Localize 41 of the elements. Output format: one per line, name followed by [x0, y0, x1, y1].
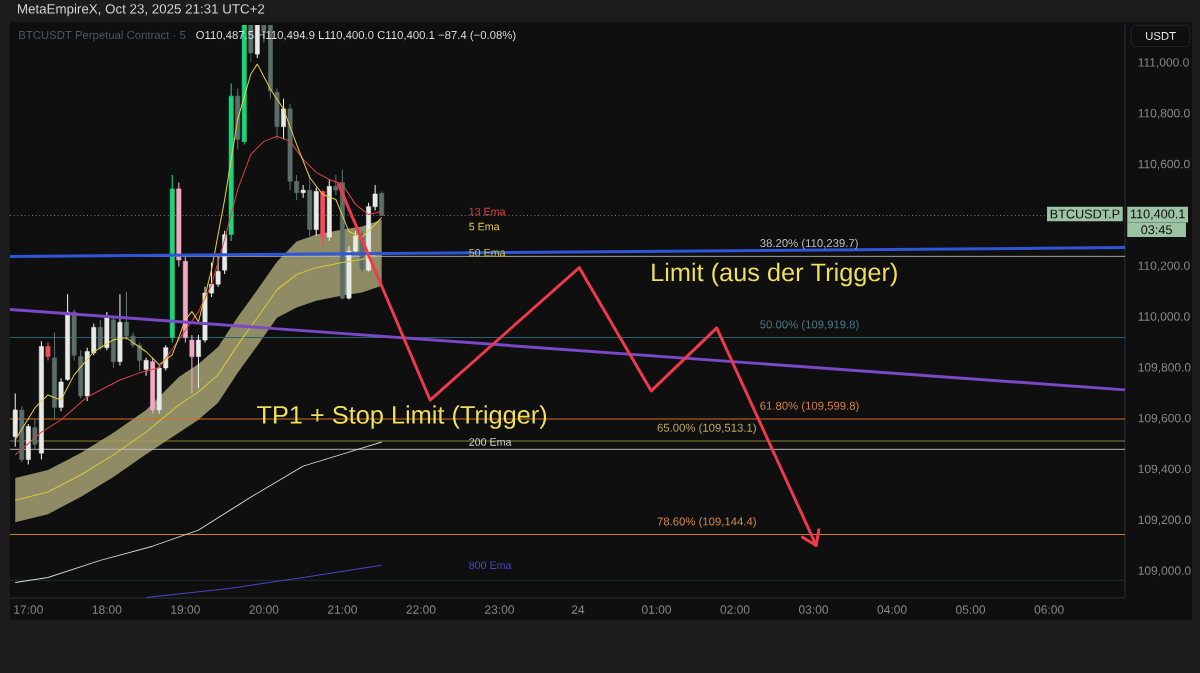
ref-line-label: 78.60% (109,144.4) [657, 517, 756, 528]
y-tick-label: 110,800.0 [1138, 108, 1190, 119]
annotation: TP1 + Stop Limit (Trigger) [257, 405, 547, 429]
x-tick-label: 02:00 [720, 605, 750, 614]
ref-line-label: 61.80% (109,599.8) [760, 401, 859, 412]
text: 13 Ema [469, 207, 506, 216]
y-tick-label: 109,400.0 [1138, 464, 1191, 475]
x-tick-label: 23:00 [485, 605, 514, 614]
ref-line-label: 38.20% (110,239.7) [760, 238, 858, 250]
y-tick-label: 109,800.0 [1138, 363, 1191, 373]
x-tick-label: 01:00 [641, 605, 672, 614]
text: 800 Ema [469, 561, 512, 569]
y-tick-label: 109,000.0 [1138, 566, 1191, 577]
y-tick-label: 110,200.0 [1138, 261, 1190, 272]
text: 5 Ema [469, 222, 500, 231]
text: 200 Ema [469, 438, 512, 446]
x-tick-label: 05:00 [956, 605, 986, 614]
y-tick-label: 109,600.0 [1138, 413, 1191, 424]
x-tick-label: 19:00 [171, 605, 200, 614]
x-tick-label: 22:00 [406, 605, 436, 614]
y-tick-label: 110,000.0 [1138, 312, 1190, 323]
text: MetaEmpireX, Oct 23, 2025 21:31 UTC+2 [18, 3, 265, 17]
x-tick-label: 06:00 [1034, 605, 1064, 614]
y-tick-label: 111,000.0 [1138, 58, 1189, 69]
x-tick-label: 21:00 [328, 605, 357, 614]
annotation: BTCUSDT.P [1050, 209, 1120, 219]
text: 03:45 [1141, 225, 1172, 235]
x-tick-label: 20:00 [249, 605, 279, 614]
y-tick-label: 110,600.0 [1138, 159, 1190, 170]
ref-line-label: 65.00% (109,513.1) [657, 423, 756, 434]
ref-line-label: 50.00% (109,919.8) [760, 320, 859, 331]
x-tick-label: 24 [571, 605, 585, 614]
x-tick-label: 17:00 [14, 605, 43, 614]
annotation: Limit (aus der Trigger) [652, 262, 897, 287]
chart-title: BTCUSDT Perpetual Contract · 5 [19, 30, 186, 42]
ref-line-label: 110,400.1 [1130, 209, 1185, 220]
x-tick-label: 03:00 [798, 605, 829, 614]
y-axis-title: USDT [1146, 31, 1176, 40]
y-tick-label: 109,200.0 [1138, 515, 1191, 526]
x-tick-label: 04:00 [877, 605, 907, 614]
x-tick-label: 18:00 [92, 605, 122, 614]
